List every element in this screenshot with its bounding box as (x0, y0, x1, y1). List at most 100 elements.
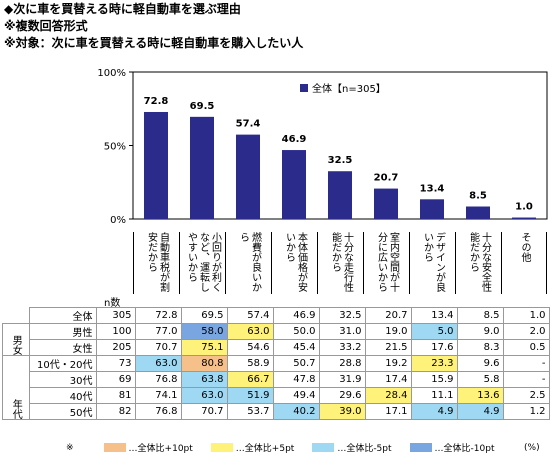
value-cell: 76.8 (134, 403, 182, 420)
bar (282, 150, 306, 219)
table-row: 男女 男性 100 77.0 58.0 63.0 50.0 31.0 19.0 5.0 9.0 2.0 (2, 323, 550, 356)
row-label: 10代・20代 (28, 355, 97, 372)
bar-value-label: 72.8 (144, 96, 169, 107)
value-cell: 80.8 (180, 355, 228, 372)
value-cell: 50.7 (272, 355, 320, 372)
row-n: 100 (95, 323, 136, 340)
row-n: 205 (95, 339, 136, 356)
value-cell: - (502, 371, 550, 388)
value-cell: 2.5 (502, 387, 550, 404)
bar-value-label: 1.0 (515, 202, 533, 213)
category-label: 小回りが利く など、運転し やすいから (179, 232, 225, 294)
value-cell: 17.1 (364, 403, 412, 420)
value-cell: 63.0 (134, 355, 182, 372)
legend: 全体【n=305】 (300, 80, 386, 95)
category-label: 自動車税が割 安だから (133, 232, 179, 294)
bar-value-label: 32.5 (328, 155, 353, 166)
category-label: 十分な走行性 能だから (317, 232, 363, 294)
value-cell: 4.9 (456, 403, 504, 420)
row-n: 305 (95, 307, 136, 324)
chart-subtitle-format: ※複数回答形式 (4, 19, 88, 33)
row-n: 73 (95, 355, 136, 372)
value-cell: 8.5 (456, 307, 504, 324)
value-cell: 17.6 (410, 339, 458, 356)
chart-subtitle-target: ※対象：次に車を買替える時に軽自動車を購入したい人 (4, 36, 304, 50)
value-cell: 1.2 (502, 403, 550, 420)
bar-value-label: 57.4 (236, 119, 261, 130)
unit-label: (%) (524, 442, 540, 453)
row-n: 69 (95, 371, 136, 388)
value-cell: 4.9 (410, 403, 458, 420)
value-cell: 13.4 (410, 307, 458, 324)
category-label: その他 (501, 232, 547, 294)
row-label: 50代 (28, 403, 97, 420)
value-cell: 76.8 (134, 371, 182, 388)
row-label: 30代 (28, 371, 97, 388)
table-row: 50代 82 76.8 70.7 53.7 40.2 39.0 17.1 4.9 4.9 1.2 (3, 403, 550, 420)
table-row: 全体 305 72.8 69.5 57.4 46.9 32.5 20.7 13.4 8.5 1.0 (3, 307, 550, 324)
value-cell: 50.0 (272, 323, 320, 340)
value-cell: 31.0 (318, 323, 366, 340)
category-label: デザインが良 いから (409, 232, 455, 294)
value-cell: 74.1 (134, 387, 182, 404)
chart-title: ◆次に車を買替える時に軽自動車を選ぶ理由 (4, 2, 241, 16)
bar-value-label: 69.5 (190, 101, 215, 112)
value-cell: 28.4 (364, 387, 412, 404)
row-label: 男性 (28, 323, 97, 340)
bar (374, 188, 398, 219)
bar (466, 206, 490, 219)
value-cell: 39.0 (318, 403, 366, 420)
data-table: 全体 305 72.8 69.5 57.4 46.9 32.5 20.7 13.4 8.5 1.0 男… (2, 307, 550, 420)
value-cell: 53.7 (226, 403, 274, 420)
footer-swatch (103, 443, 126, 452)
value-cell: 63.0 (180, 387, 228, 404)
category-label: 室内空間が十 分に広いから (363, 232, 409, 294)
bar (420, 199, 444, 219)
value-cell: 33.2 (318, 339, 366, 356)
value-cell: 1.0 (502, 307, 550, 324)
value-cell: - (502, 355, 550, 372)
value-cell: 23.3 (410, 355, 458, 372)
row-label: 全体 (28, 307, 97, 324)
value-cell: 75.1 (180, 339, 228, 356)
value-cell: 66.7 (226, 371, 274, 388)
y-tick-label: 0% (110, 215, 126, 226)
bar (236, 134, 260, 219)
legend-label: 全体【n=305】 (312, 84, 386, 95)
y-tick-label: 50% (104, 142, 126, 153)
row-n: 82 (95, 403, 136, 420)
group-label: 年代 (2, 355, 30, 420)
value-cell: 13.6 (456, 387, 504, 404)
bar-value-label: 8.5 (469, 191, 487, 202)
footer-label: …全体比+10pt (128, 444, 193, 454)
bar (190, 116, 214, 219)
legend-swatch (300, 83, 308, 92)
row-label: 女性 (28, 339, 97, 356)
value-cell: 69.5 (180, 307, 228, 324)
value-cell: 9.0 (456, 323, 504, 340)
category-label: 燃費が良いか ら (225, 232, 271, 294)
value-cell: 9.6 (456, 355, 504, 372)
footer-legend: ※ …全体比+10pt …全体比+5pt …全体比-5pt …全体比-10pt (%) (66, 441, 540, 455)
table-row: 30代 69 76.8 63.8 66.7 47.8 31.9 17.4 15.9 5.8- (3, 371, 550, 388)
footer-label: …全体比-10pt (434, 444, 495, 454)
table-row: 40代 81 74.1 63.0 51.9 49.4 29.6 28.4 11.1 13.6 2.5 (3, 387, 550, 404)
value-cell: 47.8 (272, 371, 320, 388)
value-cell: 5.0 (410, 323, 458, 340)
value-cell: 54.6 (226, 339, 274, 356)
row-label: 40代 (28, 387, 97, 404)
footer-swatch (409, 443, 432, 452)
footer-label: …全体比-5pt (337, 444, 392, 454)
value-cell: 70.7 (180, 403, 228, 420)
y-tick-label: 100% (97, 68, 126, 79)
bar-value-label: 46.9 (282, 134, 307, 145)
value-cell: 19.0 (364, 323, 412, 340)
value-cell: 45.4 (272, 339, 320, 356)
value-cell: 2.0 (502, 323, 550, 340)
bar (512, 217, 536, 219)
row-n: 81 (95, 387, 136, 404)
group-cell (3, 308, 30, 324)
value-cell: 5.8 (456, 371, 504, 388)
bar-value-label: 20.7 (374, 173, 399, 184)
table-row: 女性 205 70.7 75.1 54.6 45.4 33.2 21.5 17.6 8.3 0.5 (3, 339, 550, 356)
